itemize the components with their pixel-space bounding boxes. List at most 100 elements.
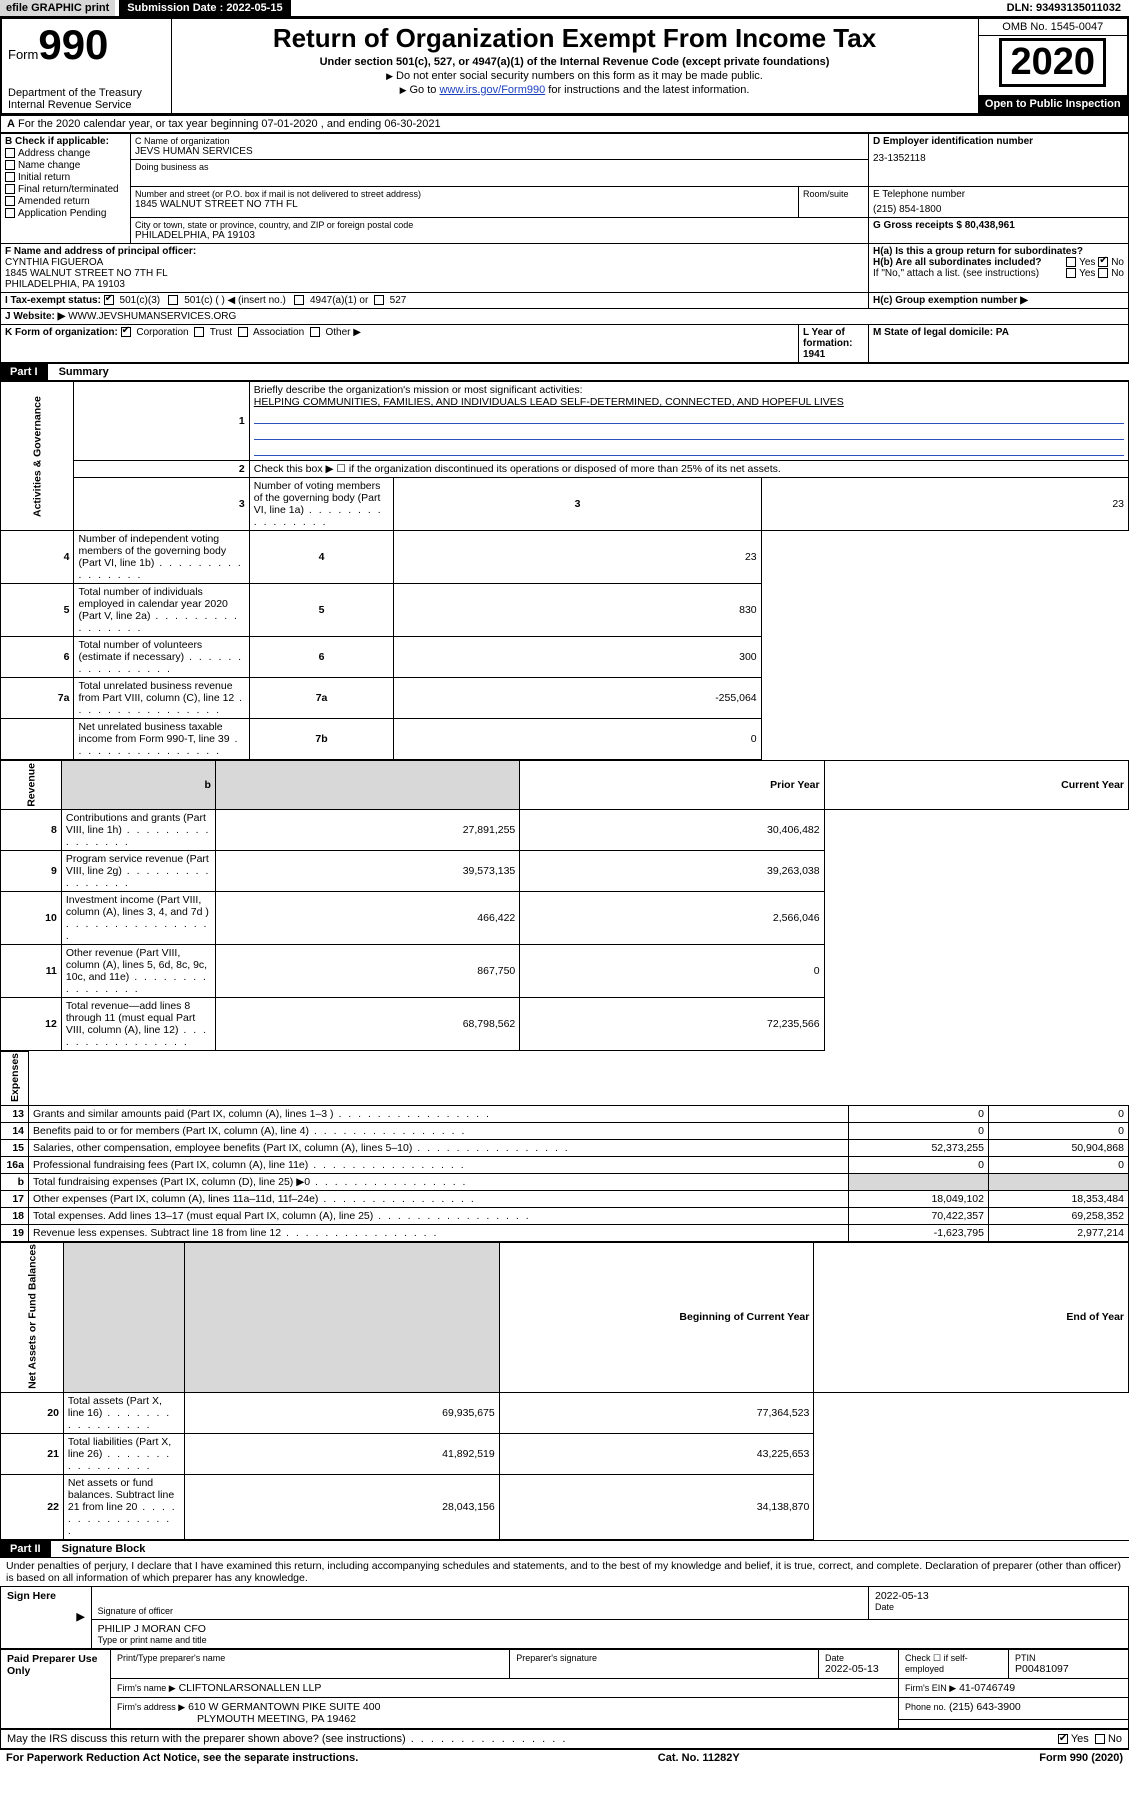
revenue-table: Revenue b Prior Year Current Year 8Contr…	[0, 760, 1129, 1051]
firm-addr2: PLYMOUTH MEETING, PA 19462	[197, 1713, 356, 1725]
ha-label: H(a) Is this a group return for subordin…	[873, 246, 1124, 257]
q1-label: Briefly describe the organization's miss…	[254, 384, 583, 396]
tax-year: 2020	[999, 38, 1106, 87]
firm-addr1: 610 W GERMANTOWN PIKE SUITE 400	[188, 1701, 380, 1713]
firm-name-value: CLIFTONLARSONALLEN LLP	[179, 1682, 322, 1694]
arrow-icon: ▶	[71, 1586, 92, 1648]
firm-phone-value: (215) 643-3900	[949, 1701, 1021, 1713]
prep-date: 2022-05-13	[825, 1663, 892, 1675]
chk-discuss-yes[interactable]	[1058, 1734, 1068, 1744]
street-label: Number and street (or P.O. box if mail i…	[135, 189, 794, 199]
expenses-table: Expenses 13Grants and similar amounts pa…	[0, 1051, 1129, 1242]
chk-501c[interactable]	[168, 295, 178, 305]
form-title: Return of Organization Exempt From Incom…	[178, 23, 972, 54]
chk-4947[interactable]	[294, 295, 304, 305]
discuss-label: May the IRS discuss this return with the…	[7, 1733, 567, 1745]
ein-label: D Employer identification number	[873, 136, 1124, 147]
col-begin: Beginning of Current Year	[499, 1242, 814, 1392]
street-value: 1845 WALNUT STREET NO 7TH FL	[135, 199, 794, 210]
org-name-label: C Name of organization	[135, 136, 864, 146]
submission-date: Submission Date : 2022-05-15	[119, 0, 290, 16]
instr-2: Go to www.irs.gov/Form990 for instructio…	[178, 84, 972, 96]
firm-name-label: Firm's name ▶	[117, 1683, 176, 1693]
chk-assoc[interactable]	[238, 327, 248, 337]
hc-label: H(c) Group exemption number ▶	[873, 295, 1028, 306]
form-subtitle: Under section 501(c), 527, or 4947(a)(1)…	[178, 56, 972, 68]
summary-table: Activities & Governance 1 Briefly descri…	[0, 381, 1129, 760]
q2-text: Check this box ▶ ☐ if the organization d…	[249, 461, 1128, 478]
sig-date-label: Date	[875, 1602, 1122, 1612]
officer-addr2: PHILADELPHIA, PA 19103	[5, 279, 864, 290]
website-value: WWW.JEVSHUMANSERVICES.ORG	[68, 311, 236, 322]
ptin-label: PTIN	[1015, 1653, 1122, 1663]
chk-527[interactable]	[374, 295, 384, 305]
paid-preparer-table: Paid Preparer Use Only Print/Type prepar…	[0, 1649, 1129, 1729]
irs-link[interactable]: www.irs.gov/Form990	[439, 84, 545, 96]
chk-hb-no[interactable]	[1098, 268, 1108, 278]
state-domicile: M State of legal domicile: PA	[873, 327, 1009, 338]
efile-label[interactable]: efile GRAPHIC print	[0, 0, 115, 16]
box-b-label: B Check if applicable:	[5, 136, 126, 147]
ein-value: 23-1352118	[873, 153, 1124, 164]
open-public: Open to Public Inspection	[978, 95, 1128, 114]
chk-pending[interactable]	[5, 208, 15, 218]
officer-name: CYNTHIA FIGUEROA	[5, 257, 864, 268]
mission-text: HELPING COMMUNITIES, FAMILIES, AND INDIV…	[254, 396, 844, 408]
chk-name[interactable]	[5, 160, 15, 170]
city-value: PHILADELPHIA, PA 19103	[135, 230, 864, 241]
officer-sig-label: Signature of officer	[98, 1606, 862, 1616]
firm-addr-label: Firm's address ▶	[117, 1702, 185, 1712]
room-label: Room/suite	[803, 189, 864, 199]
prep-sig-label: Preparer's signature	[516, 1653, 812, 1663]
dba-label: Doing business as	[135, 162, 864, 172]
cat-number: Cat. No. 11282Y	[658, 1752, 740, 1764]
firm-phone-label: Phone no.	[905, 1702, 946, 1712]
chk-initial[interactable]	[5, 172, 15, 182]
ptin-value: P00481097	[1015, 1663, 1122, 1675]
chk-ha-no[interactable]	[1098, 257, 1108, 267]
col-current: Current Year	[824, 761, 1128, 810]
chk-address[interactable]	[5, 148, 15, 158]
col-prior: Prior Year	[520, 761, 824, 810]
dept-treasury: Department of the Treasury	[8, 87, 165, 99]
sign-here-label: Sign Here	[1, 1586, 71, 1648]
chk-corp[interactable]	[121, 327, 131, 337]
chk-trust[interactable]	[194, 327, 204, 337]
vlabel-net: Net Assets or Fund Balances	[1, 1242, 64, 1392]
instr-1: Do not enter social security numbers on …	[178, 70, 972, 82]
chk-501c3[interactable]	[104, 295, 114, 305]
entity-info: B Check if applicable: Address change Na…	[0, 133, 1129, 363]
chk-discuss-no[interactable]	[1095, 1734, 1105, 1744]
officer-name-value: PHILIP J MORAN CFO	[98, 1623, 1122, 1635]
firm-ein-value: 41-0746749	[959, 1682, 1015, 1694]
phone-label: E Telephone number	[873, 189, 1124, 200]
omb-number: OMB No. 1545-0047	[979, 19, 1128, 36]
chk-final[interactable]	[5, 184, 15, 194]
chk-hb-yes[interactable]	[1066, 268, 1076, 278]
irs-discuss-row: May the IRS discuss this return with the…	[0, 1729, 1129, 1749]
dln: DLN: 93493135011032	[999, 0, 1129, 16]
year-formation: L Year of formation: 1941	[803, 327, 852, 360]
form-header: Form990 Department of the Treasury Inter…	[0, 17, 1129, 115]
org-name: JEVS HUMAN SERVICES	[135, 146, 864, 157]
form-number: Form990	[8, 21, 165, 69]
form-ref: Form 990 (2020)	[1039, 1752, 1123, 1764]
paid-preparer-label: Paid Preparer Use Only	[1, 1649, 111, 1728]
col-end: End of Year	[814, 1242, 1129, 1392]
phone-value: (215) 854-1800	[873, 204, 1124, 215]
chk-ha-yes[interactable]	[1066, 257, 1076, 267]
sig-date-value: 2022-05-13	[875, 1590, 1122, 1602]
officer-addr1: 1845 WALNUT STREET NO 7TH FL	[5, 268, 864, 279]
tax-status-label: I Tax-exempt status:	[5, 295, 101, 306]
form-org-label: K Form of organization:	[5, 327, 118, 338]
city-label: City or town, state or province, country…	[135, 220, 864, 230]
website-label: J Website: ▶	[5, 311, 65, 322]
sign-here-table: Sign Here ▶ Signature of officer 2022-05…	[0, 1586, 1129, 1649]
vlabel-governance: Activities & Governance	[1, 382, 74, 531]
net-assets-table: Net Assets or Fund Balances Beginning of…	[0, 1242, 1129, 1540]
officer-type-label: Type or print name and title	[98, 1635, 1122, 1645]
prep-name-label: Print/Type preparer's name	[117, 1653, 503, 1663]
line-a: A For the 2020 calendar year, or tax yea…	[0, 115, 1129, 133]
chk-amended[interactable]	[5, 196, 15, 206]
chk-other[interactable]	[310, 327, 320, 337]
